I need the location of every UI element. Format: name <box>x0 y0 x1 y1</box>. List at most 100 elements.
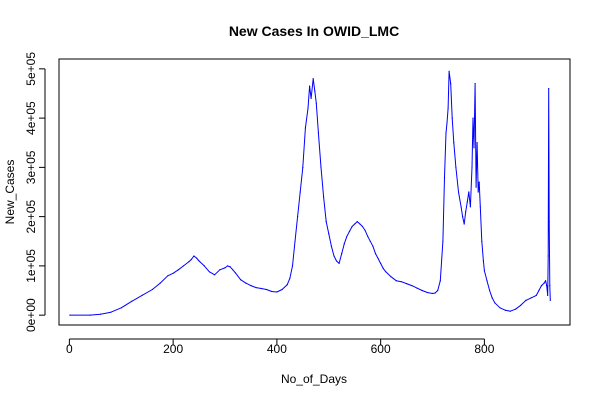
series-point <box>317 132 319 134</box>
series-point <box>276 291 278 293</box>
series-point <box>442 240 444 242</box>
x-axis-label: No_of_Days <box>281 372 347 386</box>
series-point <box>309 85 311 87</box>
series-point <box>297 216 299 218</box>
series-point <box>548 221 550 223</box>
series-point <box>69 314 71 316</box>
series-point <box>473 147 475 149</box>
series-point <box>450 83 452 85</box>
series-point <box>468 191 470 193</box>
series-point <box>411 285 413 287</box>
series-point <box>289 277 291 279</box>
series-point <box>208 271 210 273</box>
series-point <box>481 240 483 242</box>
series-point <box>460 206 462 208</box>
series-point <box>131 300 133 302</box>
series-point <box>151 288 153 291</box>
series-point <box>190 258 192 261</box>
series-point <box>361 225 364 228</box>
series-point <box>514 308 517 310</box>
series-point <box>447 107 449 109</box>
series-point <box>245 282 247 284</box>
series-point <box>271 290 273 293</box>
chart-title: New Cases In OWID_LMC <box>229 23 399 39</box>
series-point <box>469 206 471 208</box>
series-point <box>265 288 268 291</box>
series-point <box>328 233 330 235</box>
series-point <box>367 235 369 237</box>
series-point <box>439 280 441 282</box>
series-layer <box>69 70 551 316</box>
series-point <box>395 280 397 282</box>
series-point <box>240 279 242 281</box>
y-tick-label: 0e+00 <box>24 298 38 332</box>
series-point <box>224 267 226 269</box>
series-point <box>494 302 496 304</box>
series-point <box>372 245 374 247</box>
series-point <box>203 265 205 267</box>
series-point <box>377 257 379 260</box>
y-tick-label: 4e+05 <box>24 101 38 135</box>
series-point <box>421 289 423 292</box>
plot-area-border <box>58 58 571 326</box>
series-point <box>455 166 457 168</box>
series-point <box>406 283 408 285</box>
series-point <box>382 267 384 269</box>
series-point <box>229 266 231 268</box>
series-point <box>538 289 540 292</box>
x-tick-label: 0 <box>66 342 73 356</box>
series-point <box>188 261 190 263</box>
series-point <box>547 255 549 257</box>
series-point <box>465 211 467 213</box>
series-point <box>477 191 479 193</box>
series-point <box>545 280 547 282</box>
series-point <box>359 223 361 225</box>
series-point <box>540 285 543 287</box>
series-point <box>479 206 481 208</box>
series-point <box>364 229 366 231</box>
series-point <box>547 294 549 296</box>
series-point <box>351 225 353 228</box>
series-point <box>463 223 465 225</box>
series-point <box>457 191 460 193</box>
series-point <box>312 78 314 80</box>
series-point <box>476 142 478 144</box>
series-point <box>346 235 348 237</box>
series-point <box>466 201 468 203</box>
series-point <box>530 297 532 299</box>
series-point <box>214 274 216 276</box>
series-point <box>509 310 511 312</box>
series-point <box>335 260 338 262</box>
y-tick-label: 3e+05 <box>24 150 38 184</box>
series-point <box>250 285 252 287</box>
series-point <box>343 243 345 245</box>
series-point <box>462 216 464 218</box>
series-point <box>227 265 229 267</box>
series-point <box>314 90 316 92</box>
series-point <box>443 176 446 178</box>
series-line <box>69 70 551 316</box>
series-point <box>390 276 392 278</box>
series-point <box>499 307 501 309</box>
series-point <box>330 245 332 247</box>
series-point <box>549 285 551 287</box>
series-point <box>193 255 195 257</box>
series-point <box>548 88 550 90</box>
series-point <box>478 181 480 183</box>
series-point <box>323 196 325 198</box>
series-point <box>141 294 143 296</box>
series-point <box>471 166 473 168</box>
series-point <box>474 83 476 85</box>
series-point <box>520 304 522 306</box>
series-point <box>354 223 356 225</box>
x-tick-label: 200 <box>163 342 183 356</box>
series-point <box>159 282 161 284</box>
series-point <box>475 186 477 188</box>
series-point <box>320 166 322 168</box>
series-point <box>446 122 448 124</box>
series-point <box>304 127 306 129</box>
series-point <box>302 166 304 168</box>
series-point <box>416 287 418 289</box>
series-point <box>400 281 402 283</box>
series-point <box>356 221 358 223</box>
